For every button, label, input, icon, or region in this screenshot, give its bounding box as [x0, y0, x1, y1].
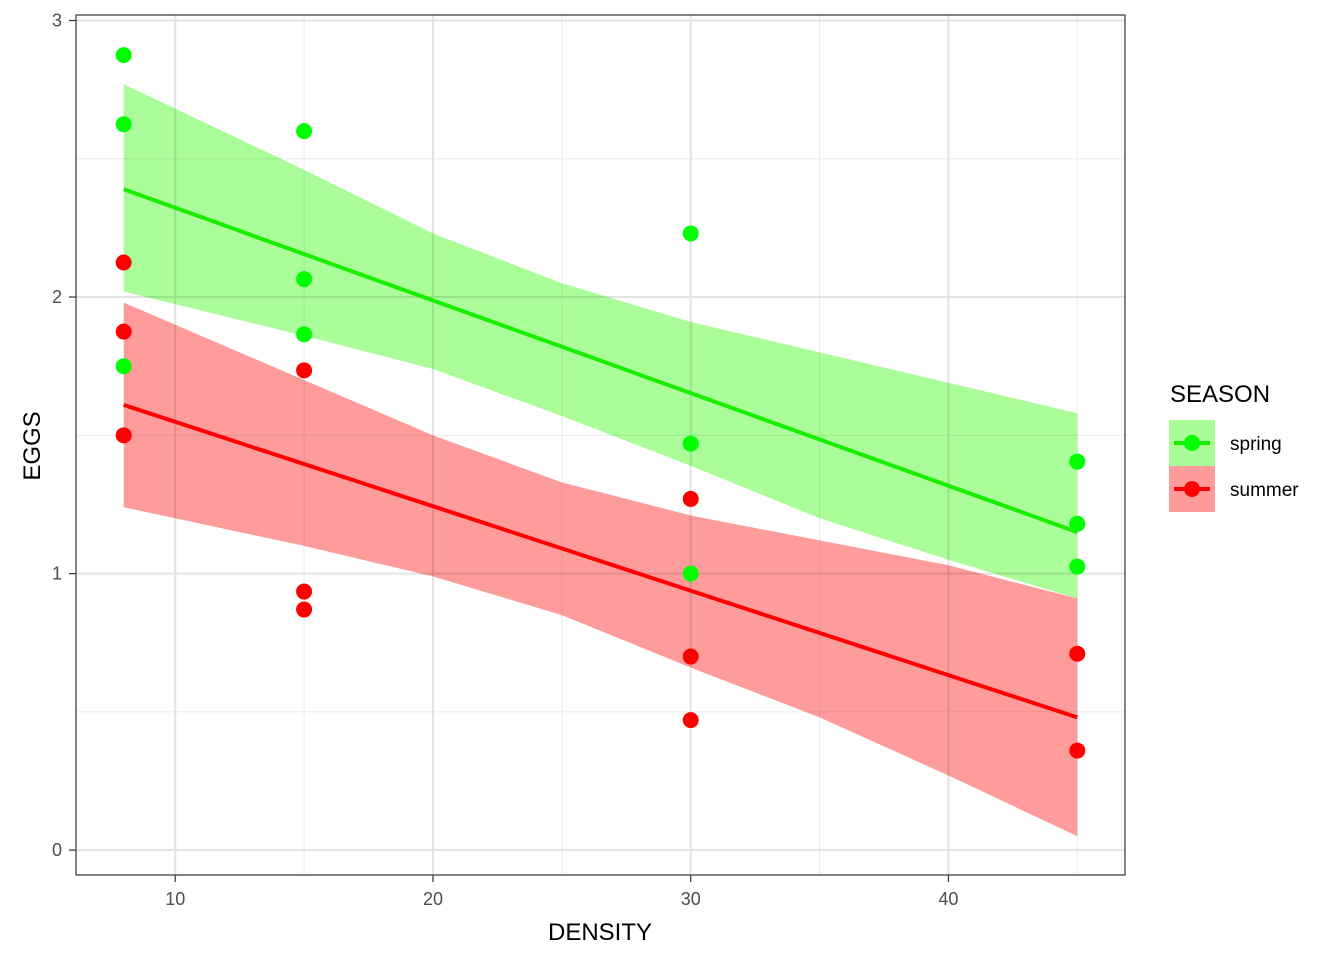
point-spring — [682, 435, 699, 452]
point-spring — [682, 565, 699, 582]
point-summer — [1069, 645, 1086, 662]
legend-label-summer: summer — [1230, 480, 1299, 501]
point-summer — [1069, 742, 1086, 759]
y-tick-label: 1 — [52, 564, 62, 584]
x-tick-labels: 10 20 30 40 — [165, 889, 958, 909]
fit-lines — [123, 187, 1078, 720]
y-tick-label: 2 — [52, 287, 62, 307]
point-summer — [296, 362, 313, 379]
point-summer — [115, 323, 132, 340]
point-spring — [296, 271, 313, 288]
y-axis-title: EGGS — [19, 411, 46, 480]
x-tick-label: 20 — [423, 889, 443, 909]
data-points — [115, 47, 1086, 759]
point-summer — [296, 601, 313, 618]
point-summer — [296, 583, 313, 600]
x-tick-label: 40 — [938, 889, 958, 909]
x-tick-label: 10 — [165, 889, 185, 909]
point-spring — [1069, 453, 1086, 470]
y-tick-labels: 0 1 2 3 — [52, 11, 62, 861]
x-axis-title: DENSITY — [548, 919, 652, 946]
point-spring — [296, 123, 313, 140]
legend-dot-summer — [1184, 481, 1200, 497]
point-spring — [1069, 515, 1086, 532]
ribbon-spring — [123, 84, 1078, 599]
confidence-ribbons — [123, 84, 1078, 837]
point-spring — [682, 225, 699, 242]
point-spring — [115, 358, 132, 375]
panel-border — [75, 14, 1126, 876]
legend-title: SEASON — [1170, 381, 1270, 408]
ribbon-summer — [123, 302, 1078, 837]
point-summer — [115, 254, 132, 271]
legend-label-spring: spring — [1230, 434, 1282, 455]
axis-ticks — [69, 19, 950, 882]
y-tick-label: 0 — [52, 840, 62, 860]
point-spring — [296, 326, 313, 343]
legend: SEASON spring summer — [1169, 381, 1299, 512]
point-spring — [115, 116, 132, 133]
y-tick-label: 3 — [52, 11, 62, 31]
legend-dot-spring — [1184, 435, 1200, 451]
point-summer — [682, 490, 699, 507]
point-summer — [682, 712, 699, 729]
fit-line-summer — [123, 403, 1078, 720]
point-spring — [115, 47, 132, 64]
x-tick-label: 30 — [681, 889, 701, 909]
point-spring — [1069, 558, 1086, 575]
fit-line-spring — [123, 187, 1078, 534]
point-summer — [682, 648, 699, 665]
point-summer — [115, 427, 132, 444]
